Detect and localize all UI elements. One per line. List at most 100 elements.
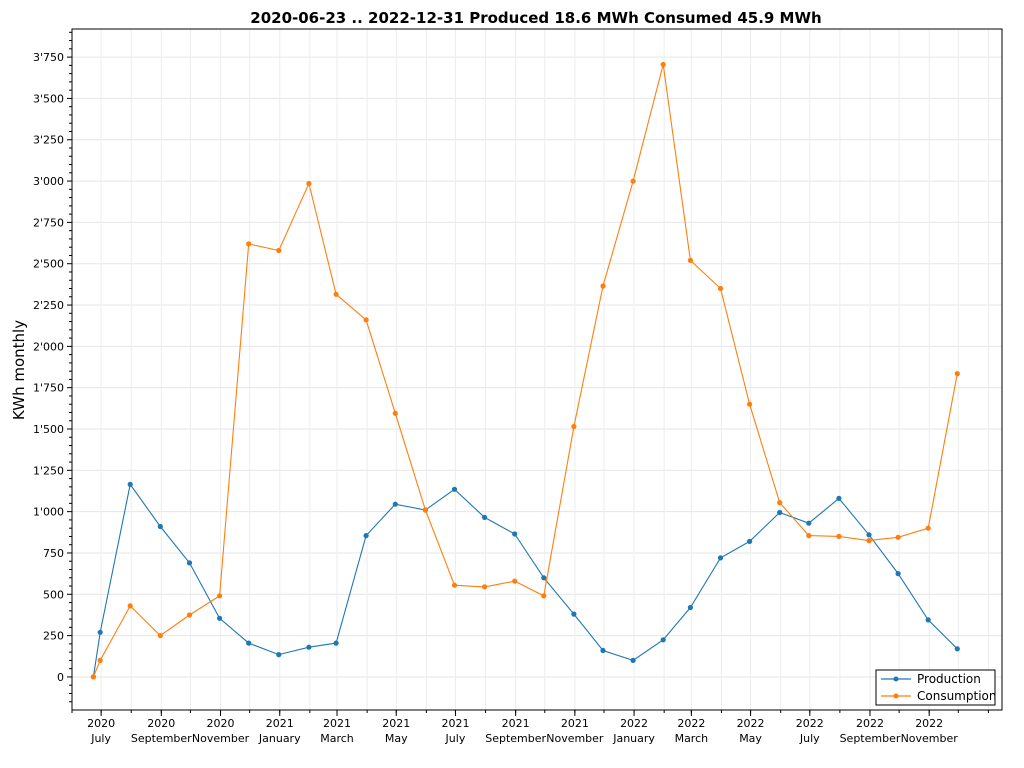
x-tick-label-month: September — [840, 732, 901, 745]
x-tick-label-year: 2020 — [207, 717, 235, 730]
y-tick-label: 3'750 — [33, 51, 64, 64]
consumption-point — [422, 507, 428, 513]
production-point — [97, 629, 103, 635]
production-point — [660, 637, 666, 643]
y-axis-label: KWh monthly — [10, 320, 28, 420]
production-point — [217, 615, 223, 621]
x-tick-label-year: 2022 — [856, 717, 884, 730]
production-point — [954, 646, 960, 652]
y-tick-label: 3'500 — [33, 92, 64, 105]
production-point — [866, 532, 872, 538]
x-tick-label-year: 2022 — [620, 717, 648, 730]
production-point — [925, 617, 931, 623]
consumption-point — [90, 674, 96, 680]
consumption-point — [895, 534, 901, 540]
consumption-point — [954, 371, 960, 377]
production-point — [687, 604, 694, 611]
y-tick-label: 3'250 — [33, 134, 64, 147]
consumption-point — [925, 525, 931, 531]
plot-frame — [71, 28, 1003, 711]
consumption-point — [217, 593, 223, 599]
consumption-point — [747, 401, 753, 407]
consumption-series-line — [92, 64, 958, 678]
y-tick-label: 1'500 — [33, 423, 64, 436]
x-tick-label-month: November — [901, 732, 959, 745]
legend-production-label: Production — [917, 672, 981, 686]
production-point — [246, 640, 252, 646]
x-tick-label-year: 2022 — [915, 717, 943, 730]
x-tick-label-year: 2021 — [323, 717, 351, 730]
x-tick-label-year: 2022 — [796, 717, 824, 730]
production-point — [306, 644, 312, 650]
consumption-point — [600, 283, 606, 289]
x-tick-label-month: January — [258, 732, 301, 745]
consumption-point — [157, 633, 163, 639]
x-tick-label-month: September — [485, 732, 546, 745]
consumption-point — [451, 582, 458, 588]
production-point — [186, 560, 193, 566]
consumption-point — [541, 593, 547, 599]
production-point — [512, 531, 518, 537]
consumption-point — [246, 241, 252, 247]
x-tick-label-year: 2021 — [441, 717, 469, 730]
y-tick-label: 2'000 — [33, 340, 64, 353]
series-layer — [90, 61, 960, 680]
legend-production-marker — [893, 676, 899, 682]
y-tick-label: 2'500 — [33, 258, 64, 271]
production-point — [895, 571, 901, 577]
y-tick-label: 1'000 — [33, 506, 64, 519]
production-point — [777, 509, 783, 516]
consumption-point — [836, 533, 842, 540]
production-point — [630, 657, 636, 664]
axes: 0 250 500 750 1'000 1'250 1'500 1'750 2'000 2'250… — [33, 31, 989, 745]
production-point — [836, 495, 842, 501]
legend-consumption-label: Consumption — [917, 689, 996, 703]
legend: Production Consumption — [875, 669, 996, 706]
consumption-point — [127, 603, 133, 609]
x-tick-label-year: 2022 — [677, 717, 705, 730]
x-tick-label-month: July — [445, 732, 466, 745]
production-point — [482, 514, 488, 521]
consumption-point — [392, 410, 398, 416]
production-point — [806, 520, 812, 526]
production-point — [747, 538, 753, 545]
y-tick-label: 2'750 — [33, 216, 64, 229]
y-tick-label: 3'000 — [33, 175, 64, 188]
production-point — [333, 640, 339, 646]
consumption-point — [866, 538, 872, 544]
production-point — [363, 533, 369, 539]
production-point — [571, 611, 577, 617]
production-point — [451, 486, 458, 492]
consumption-point — [97, 657, 103, 664]
x-tick-label-year: 2021 — [266, 717, 294, 730]
production-point — [392, 501, 398, 507]
consumption-point — [571, 423, 577, 430]
consumption-point — [806, 533, 812, 539]
y-tick-label: 750 — [43, 547, 64, 560]
production-point — [276, 652, 282, 658]
consumption-point — [306, 180, 312, 187]
x-tick-label-year: 2021 — [561, 717, 589, 730]
consumption-point — [482, 584, 488, 590]
x-tick-label-year: 2021 — [382, 717, 410, 730]
y-tick-label: 0 — [57, 671, 64, 684]
x-tick-label-month: July — [90, 732, 111, 745]
x-tick-label-month: March — [675, 732, 709, 745]
y-tick-label: 1'250 — [33, 464, 64, 477]
consumption-point — [777, 500, 783, 506]
y-tick-label: 250 — [43, 630, 64, 643]
consumption-point — [186, 612, 193, 618]
consumption-point — [333, 291, 339, 297]
x-tick-label-year: 2020 — [147, 717, 175, 730]
x-tick-label-year: 2021 — [502, 717, 530, 730]
legend-consumption-marker — [893, 693, 899, 699]
y-tick-label: 500 — [43, 588, 64, 601]
consumption-point — [363, 317, 369, 323]
consumption-point — [630, 178, 636, 184]
consumption-point — [717, 285, 724, 292]
y-tick-label: 1'750 — [33, 382, 64, 395]
production-point — [717, 555, 724, 561]
grid — [71, 29, 1002, 710]
x-tick-label-month: November — [546, 732, 604, 745]
